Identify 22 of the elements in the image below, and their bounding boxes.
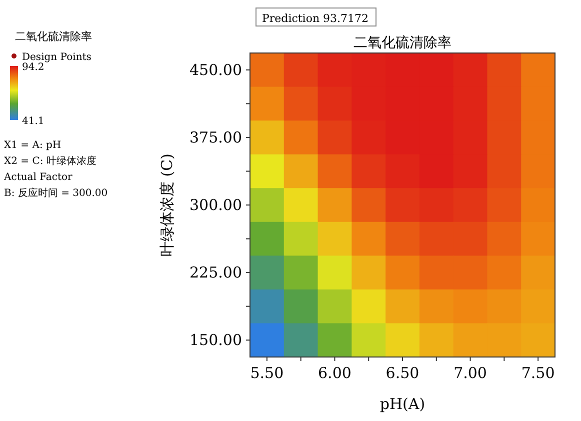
chart-title: 二氧化硫清除率 bbox=[354, 35, 452, 51]
x-tick-label: 5.50 bbox=[250, 364, 284, 382]
y-tick-label: 300.00 bbox=[190, 196, 242, 214]
y-tick-label: 375.00 bbox=[190, 128, 242, 146]
x-tick-label: 6.00 bbox=[318, 364, 352, 382]
x-tick-label: 6.50 bbox=[386, 364, 420, 382]
text: X2 = C: 叶绿体浓度 bbox=[4, 155, 96, 167]
y-tick-label: 450.00 bbox=[190, 60, 242, 79]
y-tick-label: 225.00 bbox=[190, 264, 242, 282]
x-tick-label: 7.50 bbox=[521, 364, 555, 382]
text: Design Points bbox=[22, 52, 92, 63]
x-axis-title: pH(A) bbox=[380, 395, 426, 413]
text: Prediction 93.7172 bbox=[262, 12, 369, 25]
color-bar-title: 二氧化硫清除率 bbox=[15, 30, 92, 43]
y-tick-label: 150.00 bbox=[190, 331, 242, 350]
text: B: 反应时间 = 300.00 bbox=[4, 187, 108, 199]
y-axis-title: 叶绿体浓度 (C) bbox=[158, 154, 176, 256]
text: X1 = A: pH bbox=[4, 140, 62, 151]
text: Actual Factor bbox=[3, 172, 72, 183]
x-tick-label: 7.00 bbox=[454, 364, 487, 382]
color-bar-label: 94.2 bbox=[22, 62, 44, 73]
color-bar-label: 41.1 bbox=[22, 116, 44, 127]
